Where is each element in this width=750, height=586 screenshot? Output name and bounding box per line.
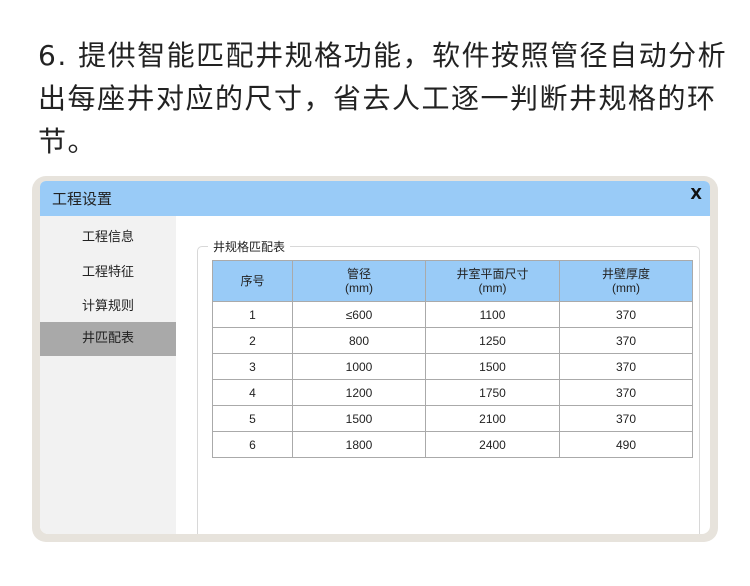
table-cell: 1200 (292, 379, 426, 406)
sidebar-item-project-features[interactable]: 工程特征 (82, 265, 135, 280)
sidebar-item-project-info[interactable]: 工程信息 (82, 230, 135, 245)
well-spec-group: 井规格匹配表 (197, 238, 700, 534)
sidebar: 工程信息 工程特征 计算规则 井匹配表 (40, 216, 176, 534)
table-cell: 370 (559, 327, 693, 354)
table-cell: 370 (559, 405, 693, 432)
table-cell: 370 (559, 353, 693, 380)
table-cell: ≤600 (292, 301, 426, 328)
table-cell: 1800 (292, 431, 426, 458)
title-bar: 工程设置 X (40, 181, 710, 216)
well-spec-table: 序号 管径 (mm) 井室平面尺寸 (mm) 井壁厚度 (mm) 1 ≤600 1100 3… (212, 260, 693, 458)
table-row[interactable]: 4 1200 1750 370 (212, 379, 693, 406)
table-row[interactable]: 6 1800 2400 490 (212, 431, 693, 458)
table-cell: 2100 (425, 405, 560, 432)
table-cell: 2 (212, 327, 293, 354)
table-cell: 1750 (425, 379, 560, 406)
table-cell: 800 (292, 327, 426, 354)
table-cell: 370 (559, 379, 693, 406)
sidebar-item-well-match-table[interactable]: 井匹配表 (40, 322, 176, 356)
project-settings-window: 工程设置 X 工程信息 工程特征 计算规则 井匹配表 井规格匹配表 序号 管径(… (40, 181, 710, 534)
table-cell: 1250 (425, 327, 560, 354)
table-cell: 370 (559, 301, 693, 328)
table-cell: 2400 (425, 431, 560, 458)
header-wall-thickness: 井壁厚度 (mm) (559, 260, 693, 302)
sidebar-item-calc-rules[interactable]: 计算规则 (82, 299, 135, 314)
table-cell: 6 (212, 431, 293, 458)
header-pipe-diameter: 管径 (mm) (292, 260, 426, 302)
table-cell: 3 (212, 353, 293, 380)
table-cell: 4 (212, 379, 293, 406)
table-row[interactable]: 3 1000 1500 370 (212, 353, 693, 380)
table-cell: 1000 (292, 353, 426, 380)
table-header-row: 序号 管径 (mm) 井室平面尺寸 (mm) 井壁厚度 (mm) (212, 260, 693, 302)
table-cell: 1500 (292, 405, 426, 432)
table-cell: 1500 (425, 353, 560, 380)
header-index: 序号 (212, 260, 293, 302)
table-cell: 5 (212, 405, 293, 432)
heading-text: 6. 提供智能匹配井规格功能，软件按照管径自动分析出每座井对应的尺寸，省去人工逐… (38, 39, 728, 158)
table-cell: 490 (559, 431, 693, 458)
group-label: 井规格匹配表 (208, 238, 291, 255)
table-row[interactable]: 2 800 1250 370 (212, 327, 693, 354)
table-row[interactable]: 1 ≤600 1100 370 (212, 301, 693, 328)
table-cell: 1100 (425, 301, 560, 328)
window-title: 工程设置 (52, 190, 113, 208)
close-button[interactable]: X (690, 185, 702, 203)
header-chamber-size: 井室平面尺寸 (mm) (425, 260, 560, 302)
table-cell: 1 (212, 301, 293, 328)
table-row[interactable]: 5 1500 2100 370 (212, 405, 693, 432)
